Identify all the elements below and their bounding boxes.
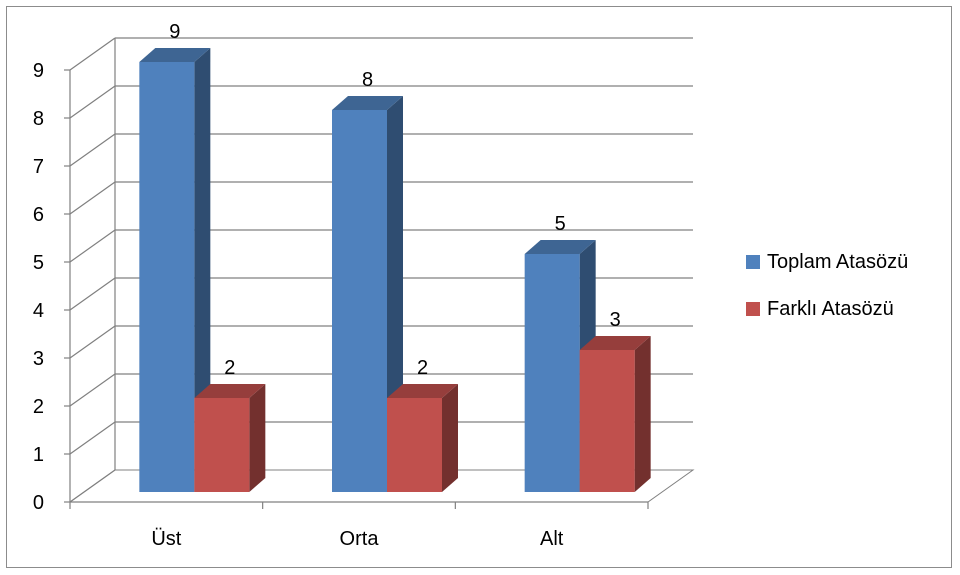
- gridline-side: [69, 181, 116, 215]
- bar-front: [579, 350, 635, 492]
- y-tick-label: 4: [33, 300, 44, 322]
- x-category-label: Orta: [340, 528, 380, 550]
- bar: [579, 336, 651, 492]
- bar-side: [194, 48, 211, 492]
- legend: Toplam Atasözü Farklı Atasözü: [746, 251, 908, 320]
- y-tick-label: 1: [33, 444, 44, 466]
- bar-top: [194, 384, 266, 398]
- data-label: 3: [610, 309, 621, 331]
- bar: [139, 48, 211, 492]
- legend-label: Toplam Atasözü: [767, 251, 908, 273]
- bar-top: [579, 336, 651, 350]
- y-axis-ticks: 0 1 2 3 4 5 6 7 8 9: [33, 60, 44, 514]
- bar-top: [332, 96, 403, 110]
- gridline-side: [69, 37, 116, 71]
- data-label: 2: [417, 357, 428, 379]
- data-label: 2: [224, 357, 235, 379]
- data-labels: 9 2 8 2 5 3: [169, 21, 620, 379]
- data-label: 9: [169, 21, 180, 43]
- bar-side: [442, 384, 458, 492]
- bar-top: [387, 384, 458, 398]
- y-tick-label: 9: [33, 60, 44, 82]
- bar-top: [524, 240, 596, 254]
- bar: [387, 384, 458, 492]
- y-tick-label: 5: [33, 252, 44, 274]
- data-label: 8: [362, 69, 373, 91]
- legend-swatch: [746, 302, 760, 316]
- bar-side: [249, 384, 266, 492]
- legend-label: Farklı Atasözü: [767, 298, 894, 320]
- gridline-side: [69, 373, 116, 407]
- gridline-side: [69, 133, 116, 167]
- x-category-label: Alt: [540, 528, 564, 550]
- y-tick-label: 2: [33, 396, 44, 418]
- y-tick-label: 8: [33, 108, 44, 130]
- legend-swatch: [746, 255, 760, 269]
- x-category-label: Üst: [151, 528, 181, 550]
- bar-front: [139, 62, 195, 492]
- bar: [194, 384, 266, 492]
- gridline-side: [69, 469, 116, 503]
- bar-front: [524, 254, 580, 492]
- y-tick-label: 0: [33, 492, 44, 514]
- bars: [139, 48, 651, 492]
- bar-front: [332, 110, 387, 492]
- data-label: 5: [555, 213, 566, 235]
- y-tick-label: 7: [33, 156, 44, 178]
- gridline-side: [69, 229, 116, 263]
- y-tick-label: 6: [33, 204, 44, 226]
- gridline-side: [69, 421, 116, 455]
- bar-front: [194, 398, 250, 492]
- bar-front: [387, 398, 442, 492]
- gridline-side: [69, 277, 116, 311]
- gridline-side: [69, 325, 116, 359]
- bar-side: [634, 336, 651, 492]
- bar: [332, 96, 403, 492]
- x-axis-categories: Üst Orta Alt: [151, 528, 563, 550]
- bar-top: [139, 48, 211, 62]
- gridline-side: [69, 85, 116, 119]
- axes: [64, 38, 649, 509]
- y-tick-label: 3: [33, 348, 44, 370]
